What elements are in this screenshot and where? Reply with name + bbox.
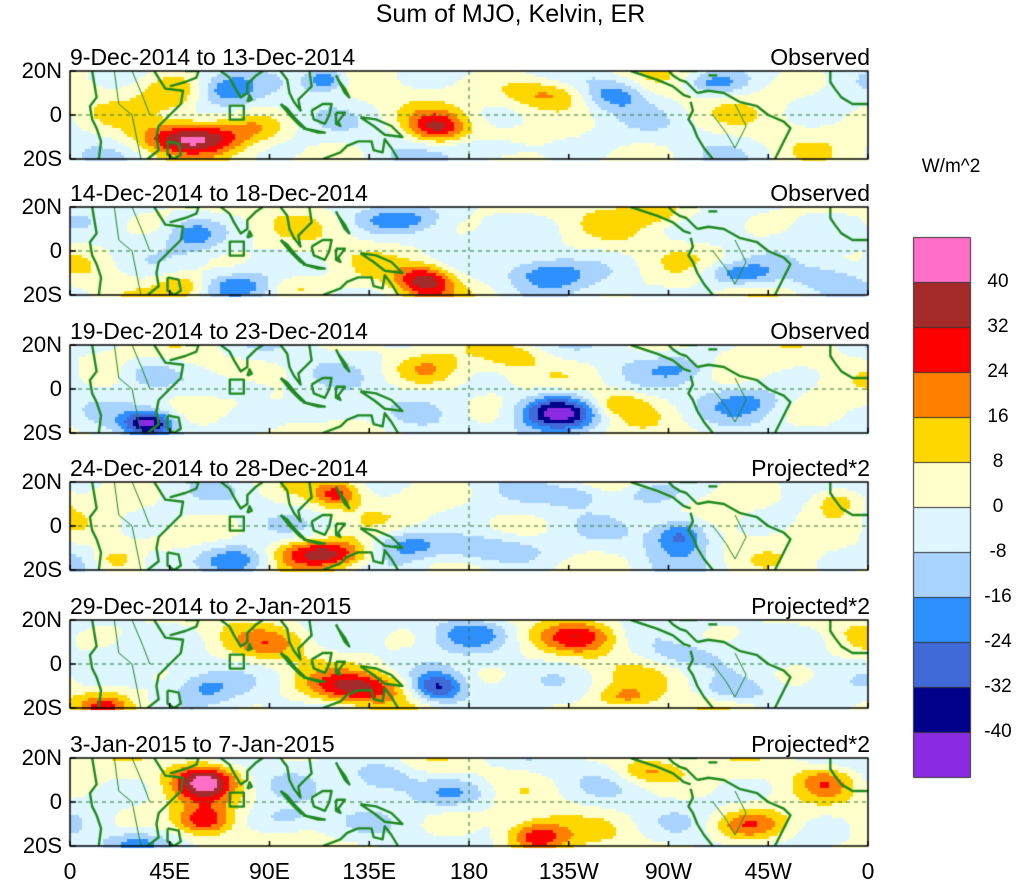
- panel-date-range: 14-Dec-2014 to 18-Dec-2014: [70, 180, 368, 206]
- lat-tick-label: 0: [49, 376, 62, 401]
- lat-tick-label: 20N: [21, 607, 62, 632]
- colorbar-tick-label: -32: [984, 676, 1012, 697]
- colorbar-tick-label: 16: [987, 406, 1009, 427]
- colorbar-tick-label: 32: [987, 316, 1009, 337]
- lat-tick-label: 20N: [21, 469, 62, 494]
- panel-date-range: 24-Dec-2014 to 28-Dec-2014: [70, 455, 368, 481]
- lon-tick-label: 180: [449, 858, 489, 884]
- panel-source-label: Observed: [770, 318, 870, 344]
- panel-source-label: Projected*2: [751, 731, 870, 757]
- figure-title: Sum of MJO, Kelvin, ER: [375, 0, 646, 28]
- lon-tick-label: 45W: [744, 858, 792, 884]
- panel-date-range: 9-Dec-2014 to 13-Dec-2014: [70, 44, 356, 70]
- colorbar-tick-label: -40: [984, 721, 1012, 742]
- lat-tick-label: 0: [49, 238, 62, 263]
- colorbar-tick-label: 0: [992, 496, 1004, 517]
- lat-tick-label: 20S: [22, 695, 62, 720]
- lat-tick-label: 20S: [22, 557, 62, 582]
- lon-tick-label: 90W: [644, 858, 693, 884]
- panel-date-range: 3-Jan-2015 to 7-Jan-2015: [70, 731, 335, 757]
- lat-tick-label: 20S: [22, 420, 62, 445]
- lon-tick-label: 0: [861, 858, 875, 884]
- colorbar-tick-label: -8: [989, 541, 1007, 562]
- colorbar-tick-label: -16: [984, 586, 1012, 607]
- lat-tick-label: 20S: [22, 282, 62, 307]
- lon-tick-label: 135E: [342, 858, 397, 884]
- lat-tick-label: 20S: [22, 833, 62, 858]
- lon-tick-label: 135W: [538, 858, 599, 884]
- lat-tick-label: 20N: [21, 332, 62, 357]
- lon-tick-label: 90E: [249, 858, 290, 884]
- panel-source-label: Projected*2: [751, 455, 870, 481]
- colorbar-tick-label: -24: [984, 631, 1012, 652]
- panel-source-label: Observed: [770, 44, 870, 70]
- lat-tick-label: 20N: [21, 194, 62, 219]
- lon-tick-label: 0: [63, 858, 77, 884]
- lat-tick-label: 0: [49, 789, 62, 814]
- lat-tick-label: 20S: [22, 146, 62, 171]
- colorbar-unit: W/m^2: [921, 156, 981, 177]
- panel-source-label: Projected*2: [751, 593, 870, 619]
- lat-tick-label: 20N: [21, 58, 62, 83]
- panel-date-range: 29-Dec-2014 to 2-Jan-2015: [70, 593, 352, 619]
- lon-tick-label: 45E: [149, 858, 191, 884]
- panel-source-label: Observed: [770, 180, 870, 206]
- lat-tick-label: 0: [49, 513, 62, 538]
- lat-tick-label: 20N: [21, 745, 62, 770]
- colorbar-tick-label: 24: [987, 361, 1009, 382]
- panel-date-range: 19-Dec-2014 to 23-Dec-2014: [70, 318, 368, 344]
- lat-tick-label: 0: [49, 651, 62, 676]
- colorbar-tick-label: 8: [992, 451, 1004, 472]
- lat-tick-label: 0: [49, 102, 62, 127]
- colorbar-tick-label: 40: [987, 271, 1009, 292]
